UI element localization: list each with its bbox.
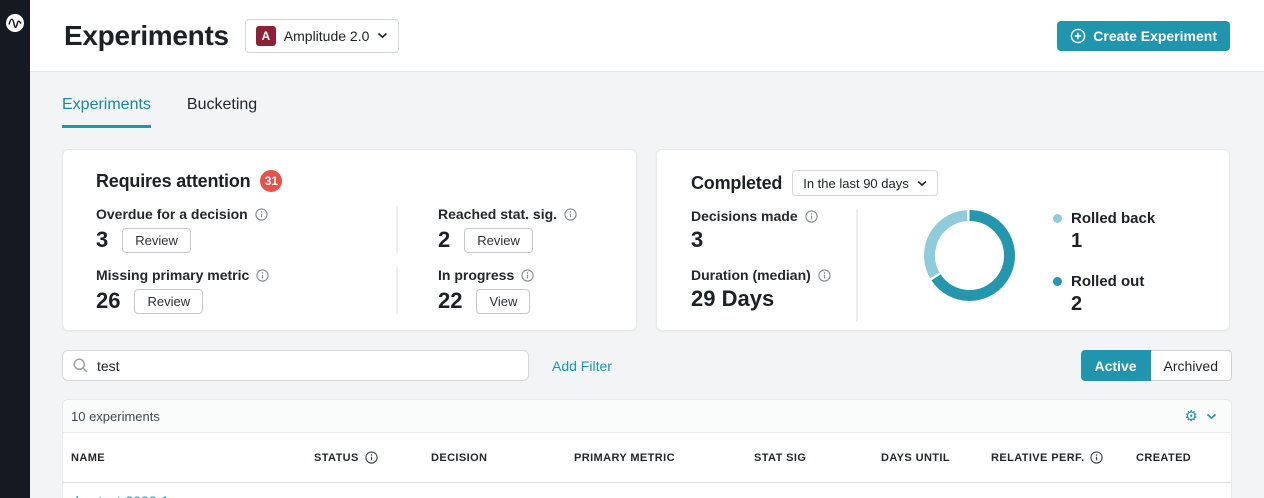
requires-attention-title: Requires attention <box>96 170 251 191</box>
amplitude-logo-icon[interactable] <box>6 14 24 32</box>
metric-value: 2 <box>438 227 451 252</box>
search-input[interactable] <box>62 350 529 381</box>
toggle-archived[interactable]: Archived <box>1150 350 1232 381</box>
filter-row: Add Filter Active Archived <box>62 350 1232 381</box>
metric-value: 3 <box>96 227 109 252</box>
requires-attention-card: Requires attention 31 Overdue for a deci… <box>62 149 637 331</box>
review-button[interactable]: Review <box>134 288 204 314</box>
metric-label: Overdue for a decision <box>96 206 248 222</box>
main-content: Experiments Bucketing Requires attention… <box>30 72 1264 498</box>
legend-rolled-out: Rolled out 2 <box>1053 273 1155 316</box>
review-button[interactable]: Review <box>122 227 191 253</box>
amplitude-badge: A <box>255 25 276 46</box>
plus-circle-icon <box>1070 28 1086 43</box>
column-header-days-until[interactable]: DAYS UNTIL <box>881 451 950 464</box>
column-header-created[interactable]: CREATED <box>1136 451 1192 464</box>
tab-experiments[interactable]: Experiments <box>62 96 151 128</box>
chevron-down-icon <box>917 180 927 186</box>
metric-value: 22 <box>438 288 463 313</box>
date-range-selector[interactable]: In the last 90 days <box>792 170 938 196</box>
stat-value: 3 <box>691 227 704 252</box>
table-header-row: NAME STATUS DECISION PRIMARY METRIC STAT… <box>63 433 1231 483</box>
info-icon[interactable] <box>818 268 831 282</box>
metric-label: In progress <box>438 267 515 283</box>
create-experiment-button[interactable]: Create Experiment <box>1057 20 1230 51</box>
left-nav-rail <box>0 0 30 498</box>
info-icon[interactable] <box>521 268 534 282</box>
stat-value: 29 Days <box>691 286 775 311</box>
table-toolbar: 10 experiments ⚙ <box>63 400 1231 433</box>
table-settings[interactable]: ⚙ <box>1185 409 1217 424</box>
column-header-primary-metric[interactable]: PRIMARY METRIC <box>574 451 675 464</box>
tab-bar: Experiments Bucketing <box>62 72 1232 128</box>
search-icon <box>73 358 88 373</box>
info-icon[interactable] <box>365 451 378 464</box>
metric-label: Reached stat. sig. <box>438 206 558 222</box>
donut-legend: Rolled back 1 Rolled out 2 <box>1053 208 1155 326</box>
column-header-relative-perf[interactable]: RELATIVE PERF. <box>991 451 1136 464</box>
info-icon[interactable] <box>804 209 818 223</box>
stat-label: Duration (median) <box>691 267 811 283</box>
view-button[interactable]: View <box>476 288 531 314</box>
completed-donut-chart <box>924 210 1015 301</box>
toggle-active[interactable]: Active <box>1080 350 1151 381</box>
active-archived-toggle: Active Archived <box>1080 350 1232 381</box>
info-icon[interactable] <box>255 207 268 221</box>
legend-dot <box>1053 214 1062 223</box>
vertical-divider <box>856 210 858 322</box>
metric-value: 26 <box>96 288 121 313</box>
metric-missing-primary: Missing primary metric 26 Review <box>96 267 396 314</box>
tab-bucketing[interactable]: Bucketing <box>186 96 258 113</box>
legend-label: Rolled out <box>1071 273 1145 290</box>
metric-overdue: Overdue for a decision 3 Review <box>96 206 396 253</box>
legend-value: 1 <box>1071 230 1083 252</box>
experiments-table: 10 experiments ⚙ NAME STATUS DECISION PR… <box>62 399 1232 498</box>
completed-card: Completed In the last 90 days Decisions … <box>656 149 1230 331</box>
experiment-name-link[interactable]: doc-test-2022-1 <box>71 493 169 498</box>
app-version-label: Amplitude 2.0 <box>283 27 370 44</box>
info-icon[interactable] <box>1090 451 1104 464</box>
column-header-decision[interactable]: DECISION <box>431 451 488 464</box>
top-bar: Experiments A Amplitude 2.0 Create Exper… <box>30 0 1264 72</box>
stat-duration-median: Duration (median) 29 Days <box>691 267 856 312</box>
legend-dot <box>1053 277 1062 286</box>
stat-label: Decisions made <box>691 208 798 224</box>
info-icon[interactable] <box>256 268 269 282</box>
metric-in-progress: In progress 22 View <box>396 267 636 314</box>
legend-label: Rolled back <box>1071 210 1156 227</box>
experiment-count: 10 experiments <box>71 408 160 424</box>
info-icon[interactable] <box>564 207 577 221</box>
gear-icon[interactable]: ⚙ <box>1184 407 1198 425</box>
summary-cards: Requires attention 31 Overdue for a deci… <box>62 149 1232 331</box>
date-range-label: In the last 90 days <box>803 175 909 191</box>
attention-count-badge: 31 <box>260 170 283 192</box>
legend-rolled-back: Rolled back 1 <box>1053 210 1155 253</box>
completed-title: Completed <box>691 172 783 193</box>
add-filter-link[interactable]: Add Filter <box>552 357 612 374</box>
column-header-name[interactable]: NAME <box>71 451 105 464</box>
table-row: doc-test-2022-1 <box>63 483 1231 498</box>
metric-stat-sig: Reached stat. sig. 2 Review <box>396 206 636 253</box>
column-header-status[interactable]: STATUS <box>314 451 431 464</box>
app-version-selector[interactable]: A Amplitude 2.0 <box>244 18 400 53</box>
metric-label: Missing primary metric <box>96 267 250 283</box>
column-header-stat-sig[interactable]: STAT SIG <box>754 451 807 464</box>
create-experiment-label: Create Experiment <box>1093 27 1217 44</box>
legend-value: 2 <box>1071 293 1083 315</box>
chevron-down-icon <box>378 32 388 39</box>
stat-decisions-made: Decisions made 3 <box>691 208 856 253</box>
page-title: Experiments <box>64 19 229 51</box>
review-button[interactable]: Review <box>464 227 533 253</box>
chevron-down-icon[interactable] <box>1206 413 1217 420</box>
